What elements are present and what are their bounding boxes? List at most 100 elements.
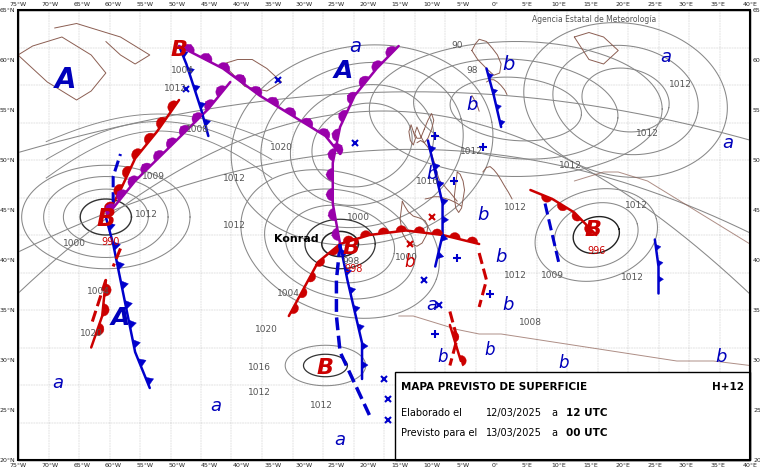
Text: 60°W: 60°W [105, 2, 122, 7]
Wedge shape [386, 47, 397, 57]
Text: a: a [551, 428, 557, 438]
Polygon shape [362, 342, 368, 350]
Polygon shape [437, 251, 444, 259]
Polygon shape [155, 152, 163, 160]
Polygon shape [112, 241, 120, 250]
Text: A: A [334, 59, 353, 83]
Polygon shape [360, 78, 369, 86]
Text: b: b [404, 253, 415, 271]
Text: 990: 990 [102, 237, 120, 247]
Polygon shape [441, 234, 448, 242]
Text: 70°W: 70°W [41, 2, 59, 7]
Text: 1020: 1020 [80, 330, 103, 339]
Text: 1009: 1009 [142, 172, 165, 181]
Polygon shape [125, 300, 132, 309]
Wedge shape [105, 204, 116, 215]
Wedge shape [333, 143, 343, 155]
Wedge shape [327, 168, 333, 181]
Text: 5°E: 5°E [522, 463, 533, 468]
Text: Agencia Estatal de Meteorología: Agencia Estatal de Meteorología [533, 16, 657, 25]
Wedge shape [192, 113, 203, 124]
Text: 1000: 1000 [347, 212, 370, 221]
Wedge shape [114, 184, 123, 196]
Text: Previsto para el: Previsto para el [401, 428, 477, 438]
Wedge shape [96, 323, 104, 335]
Wedge shape [432, 229, 442, 235]
Wedge shape [131, 149, 142, 160]
Text: Elaborado el: Elaborado el [401, 408, 462, 418]
Wedge shape [102, 304, 109, 316]
Text: 1012: 1012 [223, 174, 245, 183]
Polygon shape [106, 206, 115, 214]
Polygon shape [198, 102, 205, 109]
Text: 20°W: 20°W [359, 463, 377, 468]
Text: 998: 998 [344, 264, 363, 274]
Text: 25°N: 25°N [0, 408, 15, 412]
Wedge shape [328, 208, 336, 221]
Text: 1012: 1012 [625, 201, 648, 210]
Polygon shape [116, 261, 125, 270]
Text: 30°N: 30°N [753, 358, 760, 362]
Text: 25°W: 25°W [328, 2, 345, 7]
Text: 98: 98 [466, 66, 477, 75]
Text: 1012: 1012 [164, 84, 187, 93]
Text: b: b [503, 296, 514, 314]
Polygon shape [347, 94, 356, 103]
Text: 35°N: 35°N [0, 307, 15, 313]
Text: 10°W: 10°W [423, 463, 440, 468]
Text: b: b [485, 341, 496, 359]
Text: a: a [210, 397, 221, 415]
Text: a: a [349, 37, 361, 56]
Text: 1008: 1008 [186, 125, 209, 134]
Text: 25°E: 25°E [647, 463, 662, 468]
Wedge shape [359, 76, 369, 87]
Polygon shape [181, 51, 188, 58]
Wedge shape [542, 195, 552, 202]
Polygon shape [496, 104, 502, 110]
Text: 1012: 1012 [505, 203, 527, 212]
Polygon shape [138, 359, 146, 367]
Wedge shape [308, 272, 315, 282]
Polygon shape [188, 67, 195, 75]
Wedge shape [378, 228, 389, 234]
Text: 10°E: 10°E [552, 463, 566, 468]
Text: 1016: 1016 [416, 177, 439, 186]
Wedge shape [557, 202, 568, 211]
Polygon shape [345, 268, 352, 276]
Polygon shape [286, 108, 293, 116]
Text: 60°W: 60°W [105, 463, 122, 468]
Text: 45°N: 45°N [753, 208, 760, 212]
Text: a: a [426, 296, 437, 314]
Wedge shape [459, 355, 466, 366]
Text: 1020: 1020 [270, 143, 293, 152]
Polygon shape [655, 244, 661, 251]
Text: b: b [502, 55, 515, 74]
Text: 1012: 1012 [622, 273, 644, 282]
Text: 40°W: 40°W [233, 2, 249, 7]
Text: 1012: 1012 [559, 161, 582, 170]
Text: 1012: 1012 [248, 388, 271, 397]
Text: 90: 90 [451, 41, 463, 50]
Text: 35°W: 35°W [264, 463, 281, 468]
Text: b: b [437, 348, 448, 365]
Wedge shape [318, 129, 330, 138]
Text: 35°N: 35°N [753, 307, 760, 313]
Polygon shape [339, 113, 347, 121]
Text: 5°W: 5°W [457, 2, 470, 7]
Text: 0°: 0° [492, 463, 499, 468]
Wedge shape [128, 176, 138, 187]
Text: A: A [533, 0, 562, 4]
Text: 1004: 1004 [171, 66, 194, 75]
Text: 15°E: 15°E [584, 463, 598, 468]
Text: 70°W: 70°W [41, 463, 59, 468]
Wedge shape [414, 227, 425, 233]
Wedge shape [154, 151, 164, 161]
Text: MAPA PREVISTO DE SUPERFICIE: MAPA PREVISTO DE SUPERFICIE [401, 382, 587, 392]
Wedge shape [372, 61, 382, 72]
Wedge shape [204, 100, 215, 111]
Text: 1004: 1004 [87, 287, 110, 296]
Wedge shape [251, 86, 262, 96]
Text: 15°E: 15°E [584, 2, 598, 7]
Text: B: B [343, 238, 359, 258]
Wedge shape [144, 133, 154, 144]
